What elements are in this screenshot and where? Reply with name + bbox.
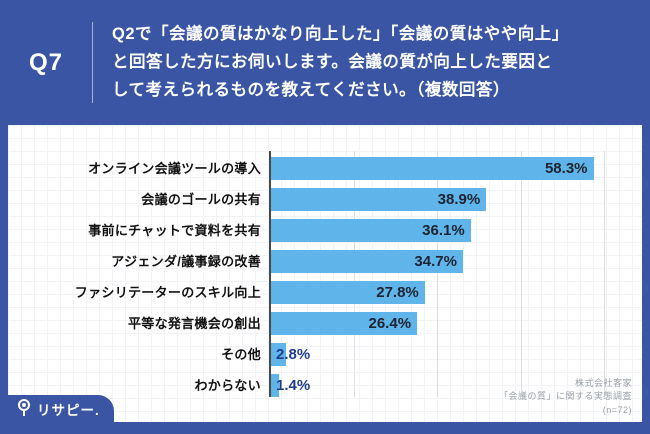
value-bar: 38.9% [271, 188, 487, 211]
value-bar: 34.7% [271, 250, 463, 273]
grid-line [603, 151, 605, 397]
value-label-outside: 2.8% [276, 346, 311, 363]
question-line-1: Q2で「会議の質はかなり向上した」「会議の質はやや向上」 [112, 25, 569, 43]
chart-card: オンライン会議ツールの導入 58.3%58.3% 会議のゴールの共有 38.9%… [8, 125, 642, 422]
bar-row: 平等な発言機会の創出 26.4%26.4% [8, 312, 642, 335]
bar-row: 会議のゴールの共有 38.9%38.9% [8, 188, 642, 211]
value-bar: 1.4% [271, 374, 279, 397]
bar-row: その他 2.8%2.8% [8, 343, 642, 366]
category-label: わからない [194, 378, 261, 393]
category-label: 平等な発言機会の創出 [127, 316, 261, 331]
resapy-logo: リサピー. [8, 395, 114, 422]
grid-line [354, 151, 356, 397]
question-line-3: して考えられるものを教えてください。（複数回答） [112, 81, 510, 99]
grid-line [520, 151, 522, 397]
bar-row: ファシリテーターのスキル向上 27.8%27.8% [8, 281, 642, 304]
bar-row: オンライン会議ツールの導入 58.3%58.3% [8, 157, 642, 180]
value-bar: 26.4% [271, 312, 418, 335]
source-credit: 株式会社客家 「会議の質」に関する実態調査 (n=72) [499, 377, 632, 418]
category-label: アジェンダ/議事録の改善 [111, 254, 261, 269]
category-label: オンライン会議ツールの導入 [88, 161, 261, 176]
magnifier-pin-icon [17, 399, 32, 418]
question-header: Q7 Q2で「会議の質はかなり向上した」「会議の質はやや向上」 と回答した方にお… [0, 0, 650, 125]
value-label: 58.3% [544, 160, 588, 177]
value-label: 34.7% [414, 253, 457, 270]
header-divider [92, 22, 93, 103]
category-label: 会議のゴールの共有 [141, 192, 261, 207]
credit-sample-size: (n=72) [602, 404, 632, 415]
credit-company: 株式会社客家 [574, 377, 632, 388]
grid-line [437, 151, 439, 397]
logo-text: リサピー. [37, 402, 100, 418]
value-bar: 27.8% [271, 281, 425, 304]
category-label: ファシリテーターのスキル向上 [74, 285, 261, 300]
bar-row: アジェンダ/議事録の改善 34.7%34.7% [8, 250, 642, 273]
question-number: Q7 [28, 48, 63, 76]
value-bar: 58.3% [271, 157, 594, 180]
credit-survey-name: 「会議の質」に関する実態調査 [498, 391, 632, 401]
value-bar: 36.1% [271, 219, 471, 242]
value-label: 26.4% [368, 315, 412, 332]
value-label: 27.8% [376, 284, 419, 301]
value-label-outside: 1.4% [276, 377, 311, 394]
value-label: 38.9% [437, 191, 481, 208]
category-label: その他 [221, 347, 261, 362]
value-label: 36.1% [422, 222, 465, 239]
bar-row: 事前にチャットで資料を共有 36.1%36.1% [8, 219, 642, 242]
bar-row: わからない 1.4%1.4% [8, 374, 642, 397]
category-label: 事前にチャットで資料を共有 [88, 223, 261, 238]
value-bar: 2.8% [271, 343, 287, 366]
question-text: Q2で「会議の質はかなり向上した」「会議の質はやや向上」 と回答した方にお伺いし… [112, 20, 640, 104]
plot-area [269, 151, 641, 397]
question-line-2: と回答した方にお伺いします。会議の質が向上した要因と [112, 53, 553, 71]
